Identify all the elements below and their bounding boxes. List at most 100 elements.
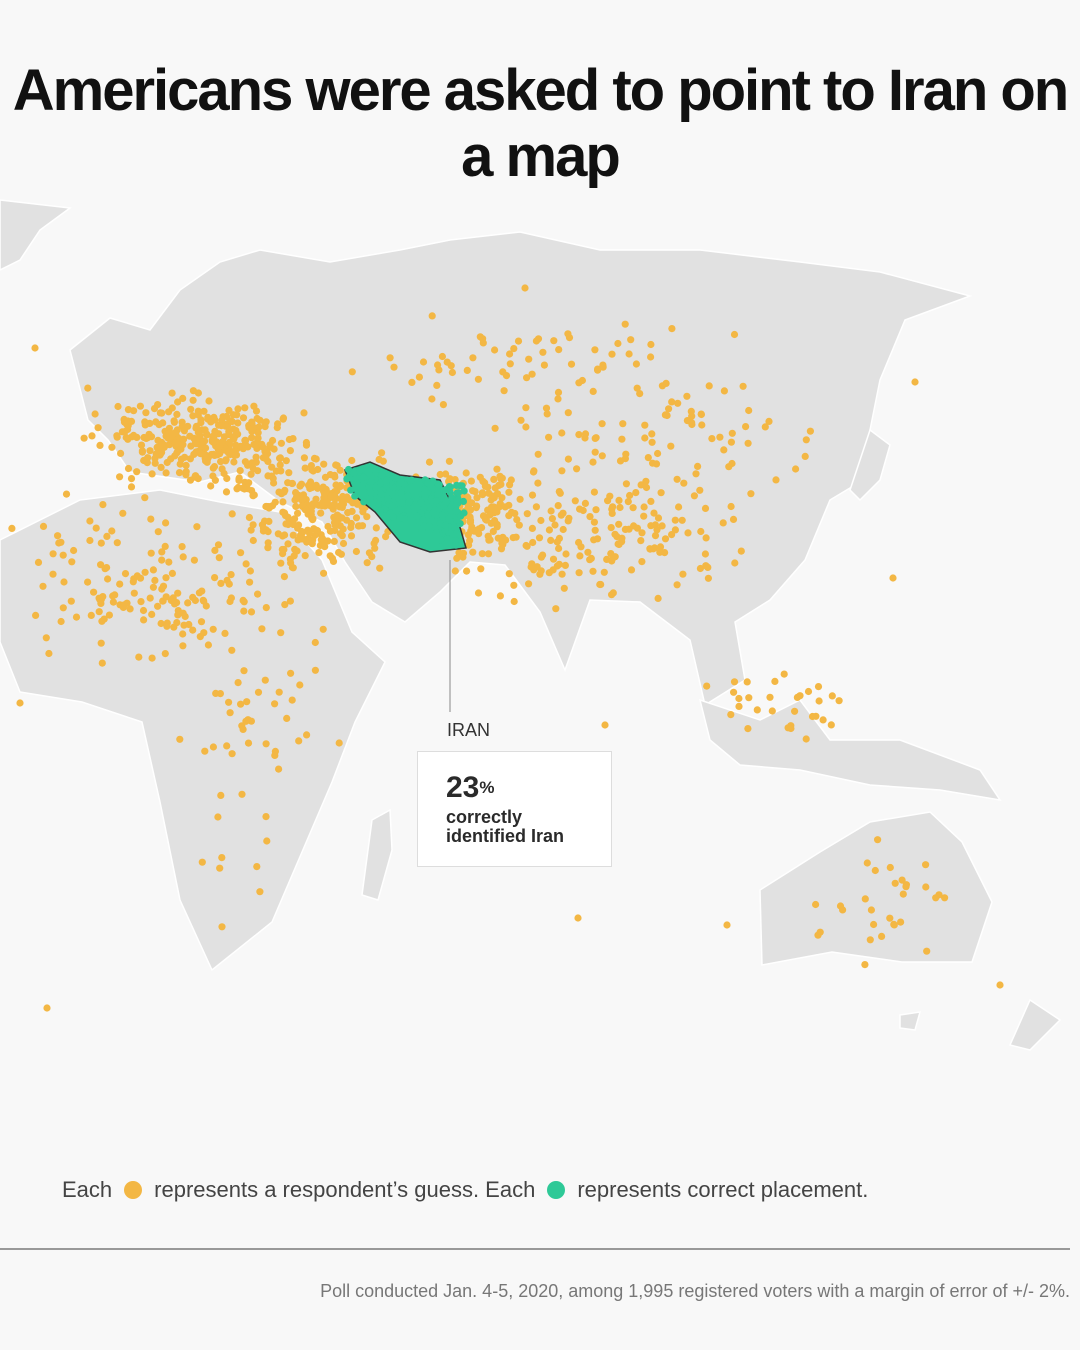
guess-dot (550, 337, 558, 345)
guess-dot (599, 363, 607, 371)
guess-dot (288, 696, 296, 704)
guess-dot (270, 479, 278, 487)
new-zealand-landmass (1008, 998, 1062, 1051)
guess-dot (99, 593, 107, 601)
guess-dot (591, 434, 599, 442)
guess-dot (237, 700, 245, 708)
guess-dot (230, 458, 238, 466)
guess-dot (516, 495, 524, 503)
guess-dot (347, 523, 355, 532)
guess-dot (735, 702, 743, 711)
guess-dot (861, 961, 869, 969)
guess-dot (309, 500, 317, 508)
guess-dot (174, 398, 182, 406)
guess-dot (922, 883, 930, 891)
guess-dot (537, 516, 545, 525)
guess-dot (889, 574, 897, 582)
guess-dot (141, 568, 149, 576)
correct-dot (421, 485, 429, 493)
guess-dot (234, 679, 242, 687)
guess-dot (638, 529, 646, 537)
guess-dot (284, 513, 292, 521)
guess-dot (355, 522, 363, 530)
guess-dot (466, 516, 475, 524)
guess-dot (768, 707, 776, 715)
guess-dot (148, 654, 156, 662)
guess-dot (158, 548, 166, 556)
japan-landmass (849, 428, 891, 502)
guess-dot (333, 511, 341, 519)
guess-dot (581, 499, 590, 507)
guess-dot (295, 521, 303, 529)
guess-dot (68, 558, 76, 566)
guess-dot (704, 574, 713, 582)
guess-dot (532, 503, 541, 511)
guess-dot (179, 642, 187, 650)
guess-dot (495, 481, 503, 489)
guess-dot (745, 406, 753, 415)
guess-dot (116, 473, 124, 481)
desc-line1: correctly (446, 807, 523, 827)
guess-dot (727, 711, 735, 719)
guess-dot (49, 570, 57, 578)
guess-dot (126, 605, 134, 613)
correct-dot (397, 477, 405, 485)
guess-dot (297, 480, 306, 488)
guess-dot (233, 411, 241, 419)
guess-dot (113, 433, 121, 441)
guess-dot (67, 597, 75, 605)
guess-dot (600, 568, 608, 576)
guess-dot (133, 468, 141, 476)
greenland-landmass (0, 199, 72, 271)
guess-dot (554, 388, 563, 396)
guess-dot (730, 330, 739, 339)
guess-dot (567, 360, 576, 368)
correct-dot (443, 535, 451, 543)
guess-dot (479, 477, 487, 485)
guess-dot (263, 837, 271, 845)
guess-dot (564, 409, 572, 417)
guess-dot (142, 409, 150, 417)
guess-dot (177, 455, 185, 463)
guess-dot (891, 879, 899, 887)
guess-dot (194, 411, 202, 419)
guess-dot (720, 387, 729, 395)
guess-dot (523, 374, 531, 382)
guess-dot (239, 414, 248, 422)
correct-dot (397, 505, 405, 513)
guess-dot (378, 449, 386, 457)
guess-dot (720, 446, 728, 454)
guess-dot (304, 536, 312, 544)
guess-dot (298, 527, 306, 536)
guess-dot (247, 470, 255, 478)
guess-dot (202, 602, 210, 610)
guess-dot (532, 337, 541, 345)
guess-dot (306, 484, 314, 493)
guess-dot (149, 566, 157, 574)
guess-dot (217, 458, 225, 466)
guess-dot (886, 863, 894, 872)
guess-dot (331, 521, 339, 530)
guess-dot (175, 469, 184, 477)
guess-dot (474, 589, 483, 597)
guess-dot (95, 608, 103, 616)
correct-dot (418, 526, 426, 534)
guess-dot (277, 629, 285, 637)
guess-dot (43, 1004, 51, 1012)
guess-dot (534, 450, 542, 458)
guess-dot (498, 494, 506, 502)
guess-dot (878, 932, 886, 941)
guess-dot (204, 415, 212, 423)
guess-dot (771, 677, 779, 686)
guess-dot (157, 619, 165, 628)
guess-dot (696, 486, 704, 494)
guess-dot (708, 435, 716, 443)
guess-dot (996, 981, 1004, 989)
guess-dot (505, 488, 513, 496)
guess-dot (584, 548, 592, 556)
guess-dot (265, 503, 273, 511)
guess-dot (555, 488, 563, 496)
guess-dot (496, 592, 504, 600)
guess-dot (510, 345, 518, 353)
guess-dot (618, 435, 626, 443)
